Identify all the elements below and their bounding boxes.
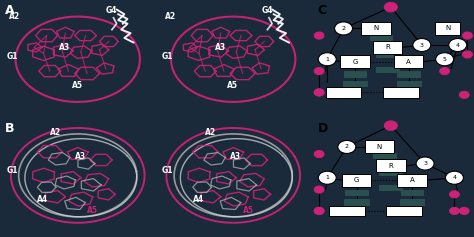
Circle shape: [314, 89, 324, 96]
Text: G: G: [352, 59, 358, 65]
Circle shape: [314, 89, 324, 96]
Circle shape: [314, 32, 324, 39]
Text: G: G: [354, 177, 359, 183]
Bar: [401, 190, 423, 195]
Circle shape: [446, 171, 464, 184]
Text: A: A: [406, 59, 411, 65]
Circle shape: [314, 207, 324, 214]
Text: A2: A2: [205, 128, 216, 137]
Text: A2: A2: [165, 12, 176, 21]
Bar: [397, 81, 421, 86]
Circle shape: [416, 157, 434, 170]
Circle shape: [384, 2, 397, 12]
Circle shape: [459, 91, 469, 98]
Circle shape: [384, 121, 397, 130]
Bar: [340, 55, 370, 68]
Bar: [379, 185, 402, 191]
Text: A3: A3: [215, 43, 226, 52]
Text: A: A: [5, 4, 14, 17]
Circle shape: [338, 140, 356, 154]
Bar: [329, 206, 365, 216]
Text: D: D: [318, 122, 328, 135]
Text: G4: G4: [261, 6, 273, 15]
Bar: [397, 71, 420, 77]
Bar: [370, 35, 392, 40]
Text: A: A: [410, 177, 414, 183]
Text: A2: A2: [9, 12, 20, 21]
Text: 1: 1: [325, 175, 329, 180]
Bar: [376, 160, 406, 173]
Text: A3: A3: [59, 43, 70, 52]
Bar: [376, 51, 399, 57]
Text: 5: 5: [443, 57, 447, 62]
Text: B: B: [5, 122, 14, 135]
Text: N: N: [377, 144, 382, 150]
Bar: [344, 71, 366, 77]
Circle shape: [314, 186, 324, 193]
Text: G4: G4: [106, 6, 117, 15]
Bar: [362, 22, 391, 35]
Circle shape: [413, 38, 431, 52]
Circle shape: [440, 68, 449, 75]
Bar: [343, 81, 367, 86]
Text: N: N: [374, 25, 379, 32]
Text: A3: A3: [230, 152, 241, 161]
Text: G1: G1: [162, 52, 173, 61]
Text: 4: 4: [453, 175, 456, 180]
Text: C: C: [318, 4, 327, 17]
Bar: [345, 199, 369, 205]
Circle shape: [449, 207, 459, 214]
Text: 1: 1: [325, 57, 329, 62]
Bar: [436, 22, 460, 35]
Text: G1: G1: [162, 166, 173, 175]
Text: 3: 3: [420, 42, 424, 48]
Circle shape: [463, 51, 473, 58]
Bar: [365, 140, 394, 154]
Text: A5: A5: [227, 81, 238, 90]
Text: A4: A4: [193, 195, 204, 204]
Text: A3: A3: [74, 152, 86, 161]
Bar: [373, 153, 396, 159]
Text: 3: 3: [423, 161, 427, 166]
Circle shape: [436, 53, 454, 66]
Text: A5: A5: [243, 206, 254, 215]
Circle shape: [463, 32, 473, 39]
Bar: [383, 87, 419, 98]
Circle shape: [449, 191, 459, 198]
Text: G1: G1: [6, 52, 18, 61]
Bar: [400, 199, 424, 205]
Text: N: N: [445, 25, 450, 32]
Bar: [342, 173, 371, 187]
Text: G1: G1: [6, 166, 18, 175]
Circle shape: [314, 68, 324, 75]
Bar: [326, 87, 362, 98]
Circle shape: [449, 38, 467, 52]
Circle shape: [314, 150, 324, 158]
Text: R: R: [385, 44, 390, 50]
Text: A4: A4: [37, 195, 48, 204]
Circle shape: [335, 22, 353, 35]
Text: A2: A2: [50, 128, 61, 137]
Bar: [376, 67, 399, 72]
Text: 2: 2: [345, 144, 349, 150]
Bar: [379, 170, 402, 175]
Bar: [373, 41, 402, 54]
Circle shape: [318, 53, 336, 66]
Text: 4: 4: [456, 42, 460, 48]
Bar: [345, 190, 368, 195]
Circle shape: [314, 207, 324, 214]
Text: 2: 2: [342, 26, 346, 31]
Circle shape: [318, 171, 336, 184]
Text: A5: A5: [87, 206, 98, 215]
Circle shape: [459, 207, 469, 214]
Text: A5: A5: [72, 81, 82, 90]
Bar: [397, 173, 427, 187]
Text: R: R: [389, 163, 393, 169]
Bar: [394, 55, 423, 68]
Bar: [386, 206, 422, 216]
